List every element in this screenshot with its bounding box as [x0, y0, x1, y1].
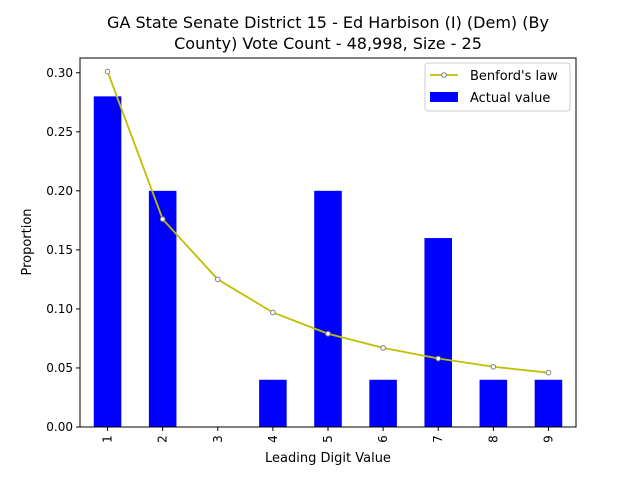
benford-point-digit-3 [214, 276, 221, 283]
bar-digit-4 [259, 379, 287, 427]
x-axis-label: Leading Digit Value [265, 451, 391, 466]
legend: Benford's law Actual value [424, 62, 571, 112]
y-tick-label: 0.05 [46, 361, 73, 375]
bar-digit-1 [93, 96, 122, 427]
benford-point-digit-7 [435, 355, 442, 362]
bar-digit-9 [534, 379, 563, 427]
y-tick-label: 0.25 [46, 125, 73, 139]
x-tick-label: 6 [376, 435, 390, 443]
benford-line-layer [104, 68, 552, 376]
legend-label-actual: Actual value [470, 91, 550, 106]
x-tick-label: 8 [486, 435, 500, 443]
x-tick-label: 4 [266, 435, 280, 443]
x-tick-label: 9 [541, 435, 555, 443]
benford-point-digit-2 [159, 216, 166, 222]
legend-bar-swatch [430, 92, 458, 102]
bars-layer [93, 96, 563, 427]
bar-digit-8 [479, 379, 508, 427]
chart-title-line-1: GA State Senate District 15 - Ed Harbiso… [107, 13, 549, 32]
bar-digit-7 [424, 238, 452, 427]
x-tick-label: 3 [211, 435, 225, 443]
y-tick-label: 0.20 [46, 184, 73, 198]
y-axis-label: Proportion [20, 208, 35, 275]
bar-digit-5 [314, 190, 342, 427]
legend-line-marker [441, 72, 447, 78]
x-tick-label: 5 [321, 435, 335, 443]
y-tick-label: 0.30 [46, 66, 73, 80]
legend-frame [424, 62, 571, 112]
benford-point-digit-4 [270, 309, 276, 316]
benford-point-digit-6 [380, 345, 386, 351]
benford-point-digit-5 [325, 330, 331, 337]
x-tick-label: 2 [156, 435, 170, 443]
bar-digit-2 [148, 190, 177, 427]
y-tick-label: 0.15 [46, 243, 73, 257]
y-axis-ticks: 0.00 0.05 0.10 0.15 0.20 0.25 0.30 [46, 66, 80, 434]
benford-point-digit-1 [104, 68, 111, 75]
y-tick-label: 0.00 [46, 420, 73, 434]
x-axis-ticks: 1 2 3 4 5 6 7 8 9 [101, 427, 555, 443]
legend-label-benford: Benford's law [470, 69, 558, 84]
chart-title-line-2: County) Vote Count - 48,998, Size - 25 [174, 34, 482, 53]
x-tick-label: 1 [101, 435, 115, 443]
x-tick-label: 7 [431, 435, 445, 443]
benford-point-digit-8 [490, 363, 497, 370]
benford-point-digit-9 [545, 369, 552, 376]
bar-digit-6 [369, 379, 397, 427]
y-tick-label: 0.10 [46, 302, 73, 316]
